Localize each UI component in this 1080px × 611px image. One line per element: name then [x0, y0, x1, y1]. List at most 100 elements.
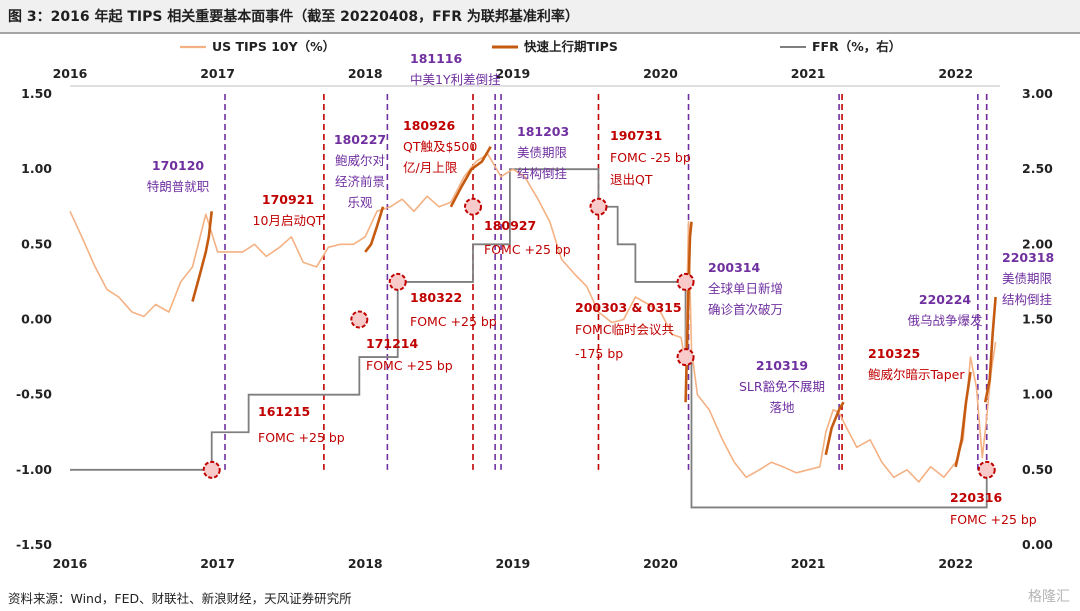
- ffr-marker: [676, 348, 695, 367]
- legend-label: 快速上行期TIPS: [524, 39, 618, 54]
- annotation-layer: 170120 特朗普就职 170921 10月启动QT 180227 鲍威尔对经济前景乐观…: [147, 51, 1054, 527]
- event-annotation: 181116: [410, 51, 462, 66]
- event-annotation: SLR豁免不展期: [739, 379, 825, 394]
- event-annotation: 中美1Y利差倒挂: [410, 72, 501, 87]
- event-annotation: 170120: [152, 158, 204, 173]
- y-right-tick: 2.50: [1022, 161, 1053, 176]
- ffr-bp-label: 退出QT: [610, 172, 653, 187]
- ffr-marker: [350, 310, 369, 329]
- y-left-tick: -1.50: [16, 537, 52, 552]
- event-annotation: 210319: [756, 358, 808, 373]
- event-annotation: 10月启动QT: [253, 213, 324, 228]
- y-right-tick: 2.00: [1022, 236, 1053, 251]
- event-annotation: 180227: [334, 132, 386, 147]
- event-annotation: 鲍威尔对: [335, 153, 385, 168]
- ffr-markers-layer: [202, 197, 996, 479]
- ffr-bp-label: FOMC +25 bp: [410, 314, 497, 329]
- y-left-tick: 0.50: [21, 236, 52, 251]
- ffr-bp-label: 220316: [950, 490, 1002, 505]
- y-left-tick: 1.00: [21, 161, 52, 176]
- y-right-tick: 1.00: [1022, 387, 1053, 402]
- x-tick-top: 2017: [200, 66, 235, 81]
- fast-tips-segment: [449, 145, 492, 208]
- x-tick-bottom: 2017: [200, 556, 235, 571]
- x-tick-bottom: 2022: [938, 556, 973, 571]
- axes-layer: 2016 2016 2017 2017 2018 2018 2019 2019 2020 2020…: [16, 66, 1053, 571]
- ffr-bp-label: -175 bp: [575, 346, 623, 361]
- x-tick-bottom: 2018: [348, 556, 383, 571]
- x-tick-top: 2019: [495, 66, 530, 81]
- y-left-tick: 1.50: [21, 86, 52, 101]
- event-annotation: 170921: [262, 192, 314, 207]
- ffr-marker: [589, 197, 608, 216]
- ffr-bp-label: 180322: [410, 290, 462, 305]
- y-left-tick: -1.00: [16, 462, 52, 477]
- ffr-marker: [464, 197, 482, 216]
- event-annotation: 200314: [708, 260, 760, 275]
- event-annotation: 美债期限: [517, 145, 568, 160]
- x-tick-bottom: 2020: [643, 556, 678, 571]
- event-annotation: 确诊首次破万: [708, 302, 783, 317]
- fast-tips-segment: [983, 296, 997, 403]
- x-tick-top: 2018: [348, 66, 383, 81]
- x-tick-top: 2022: [938, 66, 973, 81]
- ffr-marker: [388, 272, 407, 291]
- event-annotation: 落地: [769, 400, 795, 415]
- event-annotation: 210325: [868, 346, 920, 361]
- event-annotation: 220318: [1002, 250, 1054, 265]
- y-left-tick: -0.50: [16, 387, 52, 402]
- ffr-marker: [676, 272, 695, 291]
- source-note: 资料来源：Wind，FED、财联社、新浪财经，天风证券研究所: [8, 591, 352, 606]
- ffr-bp-label: FOMC +25 bp: [366, 358, 453, 373]
- legend-label: US TIPS 10Y（%）: [212, 39, 335, 54]
- event-annotation: 鲍威尔暗示Taper: [868, 367, 965, 382]
- ffr-bp-label: 190731: [610, 128, 662, 143]
- event-annotation: 特朗普就职: [147, 179, 210, 194]
- ffr-bp-label: 180927: [484, 218, 536, 233]
- ffr-bp-label: FOMC临时会议共: [575, 322, 674, 337]
- event-annotation: 结构倒挂: [1002, 292, 1052, 307]
- event-annotation: 180926: [403, 118, 455, 133]
- x-tick-top: 2020: [643, 66, 678, 81]
- y-right-tick: 0.50: [1022, 462, 1053, 477]
- watermark-logo: 格隆汇: [1028, 589, 1070, 605]
- event-annotation: 经济前景: [335, 174, 385, 189]
- y-right-tick: 0.00: [1022, 537, 1053, 552]
- ffr-bp-label: FOMC -25 bp: [610, 150, 691, 165]
- ffr-bp-label: FOMC +25 bp: [484, 242, 571, 257]
- event-annotation: QT触及$500: [403, 139, 477, 154]
- event-lines-layer: [224, 94, 988, 470]
- x-tick-top: 2021: [791, 66, 826, 81]
- tips-line: [69, 153, 997, 483]
- legend: US TIPS 10Y（%） 快速上行期TIPS FFR（%，右）: [180, 39, 901, 54]
- ffr-marker: [202, 460, 221, 479]
- x-tick-bottom: 2019: [495, 556, 530, 571]
- event-annotation: 181203: [517, 124, 569, 139]
- x-tick-bottom: 2021: [791, 556, 826, 571]
- fast-tips-segment: [824, 401, 845, 456]
- y-left-tick: 0.00: [21, 312, 52, 327]
- event-annotation: 美债期限: [1002, 271, 1053, 286]
- x-tick-bottom: 2016: [53, 556, 88, 571]
- event-annotation: 220224: [919, 292, 971, 307]
- y-right-tick: 1.50: [1022, 312, 1053, 327]
- ffr-bp-label: FOMC +25 bp: [950, 512, 1037, 527]
- x-tick-top: 2016: [53, 66, 88, 81]
- ffr-bp-label: 200303 & 0315: [575, 300, 682, 315]
- fast-tips-segment: [191, 211, 213, 302]
- event-annotation: 结构倒挂: [517, 166, 567, 181]
- event-annotation: 乐观: [347, 195, 373, 210]
- ffr-bp-label: FOMC +25 bp: [258, 430, 345, 445]
- series-layer: [69, 145, 997, 509]
- event-annotation: 全球单日新增: [708, 281, 783, 296]
- fast-tips-segment: [364, 206, 385, 253]
- ffr-marker: [977, 460, 996, 479]
- legend-label: FFR（%，右）: [812, 39, 901, 54]
- ffr-bp-label: 161215: [258, 404, 310, 419]
- chart-title: 图 3：2016 年起 TIPS 相关重要基本面事件（截至 20220408，F…: [8, 9, 579, 25]
- title-bar: 图 3：2016 年起 TIPS 相关重要基本面事件（截至 20220408，F…: [0, 0, 1080, 34]
- ffr-bp-label: 171214: [366, 336, 418, 351]
- chart-svg: 2016 2016 2017 2017 2018 2018 2019 2019 2020 2020…: [16, 39, 1054, 571]
- event-annotation: 俄乌战争爆发: [907, 313, 983, 328]
- event-annotation: 亿/月上限: [403, 160, 458, 175]
